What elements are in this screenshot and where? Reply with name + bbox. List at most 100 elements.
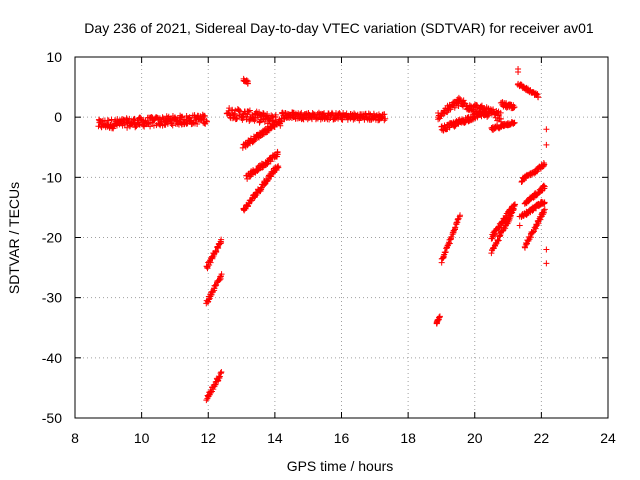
data-point: [537, 214, 544, 221]
data-point: [435, 114, 442, 121]
y-tick-label: -20: [42, 230, 62, 246]
data-point: [457, 212, 464, 219]
data-point: [448, 233, 455, 240]
data-point: [256, 119, 263, 126]
data-point: [339, 116, 346, 123]
x-tick-label: 8: [71, 430, 79, 446]
data-point: [105, 117, 112, 124]
x-axis-label: GPS time / hours: [287, 458, 394, 474]
data-point: [541, 206, 548, 213]
data-point: [497, 115, 504, 122]
y-tick-label: 10: [46, 49, 62, 65]
data-point: [541, 200, 548, 207]
data-point: [535, 94, 542, 101]
data-point: [495, 237, 502, 244]
data-point: [275, 164, 282, 171]
data-point: [209, 254, 216, 261]
data-point: [213, 248, 220, 255]
data-point: [494, 112, 501, 119]
ticks: 8 10 12 14 16 18 20 22 24 10 0 -10 -20 -30 -40 -50: [42, 49, 616, 446]
data-point: [251, 137, 258, 144]
data-point: [452, 224, 459, 231]
x-tick-label: 16: [334, 430, 350, 446]
data-point: [246, 107, 253, 114]
data-point: [274, 151, 281, 158]
data-point: [329, 111, 336, 118]
data-point: [243, 77, 250, 84]
data-point: [207, 259, 214, 266]
x-tick-label: 22: [534, 430, 550, 446]
data-point: [217, 370, 224, 377]
data-point: [210, 386, 217, 393]
data-point: [277, 122, 284, 129]
y-tick-label: -10: [42, 169, 62, 185]
data-point: [207, 293, 214, 300]
data-point: [473, 102, 480, 109]
data-point: [541, 161, 548, 168]
data-point: [132, 124, 139, 131]
data-point: [436, 314, 443, 321]
data-point: [502, 214, 509, 221]
data-point: [485, 105, 492, 112]
data-point: [239, 113, 246, 120]
data-point: [230, 111, 237, 118]
data-point: [244, 80, 251, 87]
data-point: [511, 119, 518, 126]
data-point: [543, 141, 550, 148]
data-point: [244, 203, 251, 210]
data-point: [516, 213, 523, 220]
data-point: [510, 120, 517, 127]
data-point: [203, 117, 210, 124]
data-point: [261, 118, 268, 125]
data-point: [484, 110, 491, 117]
data-point: [180, 116, 187, 123]
x-tick-label: 24: [600, 430, 616, 446]
data-point: [218, 271, 225, 278]
data-point: [512, 201, 519, 208]
data-point: [496, 225, 503, 232]
data-point: [455, 94, 462, 101]
x-tick-label: 18: [400, 430, 416, 446]
data-point: [159, 114, 166, 121]
data-point: [272, 111, 279, 118]
data-point: [511, 104, 518, 111]
data-point: [272, 119, 279, 126]
data-point: [541, 183, 548, 190]
x-tick-label: 14: [267, 430, 283, 446]
data-point: [203, 118, 210, 125]
data-point: [440, 253, 447, 260]
data-point: [518, 178, 525, 185]
chart-title: Day 236 of 2021, Sidereal Day-to-day VTE…: [84, 20, 594, 36]
data-point: [98, 118, 105, 125]
data-point: [382, 115, 389, 122]
data-point: [543, 260, 550, 267]
y-tick-label: -30: [42, 290, 62, 306]
data-point: [218, 369, 225, 376]
data-point: [169, 122, 176, 129]
data-point: [274, 164, 281, 171]
x-tick-label: 10: [134, 430, 150, 446]
data-point: [381, 117, 388, 124]
data-point: [124, 124, 131, 131]
y-axis-label: SDTVAR / TECUs: [6, 182, 22, 294]
data-point: [254, 167, 261, 174]
data-point: [216, 373, 223, 380]
data-point: [239, 144, 246, 151]
data-point: [442, 248, 449, 255]
data-point: [543, 246, 550, 253]
data-point: [516, 222, 523, 229]
data-point: [245, 108, 252, 115]
data-point: [510, 104, 517, 111]
data-point: [519, 178, 526, 185]
y-tick-label: -40: [42, 350, 62, 366]
data-point: [218, 236, 225, 243]
data-point: [241, 206, 248, 213]
data-point: [543, 126, 550, 133]
data-point: [201, 112, 208, 119]
data-point: [194, 120, 201, 127]
data-point: [108, 116, 115, 123]
y-tick-label: -50: [42, 410, 62, 426]
data-point: [130, 116, 137, 123]
x-tick-label: 20: [467, 430, 483, 446]
